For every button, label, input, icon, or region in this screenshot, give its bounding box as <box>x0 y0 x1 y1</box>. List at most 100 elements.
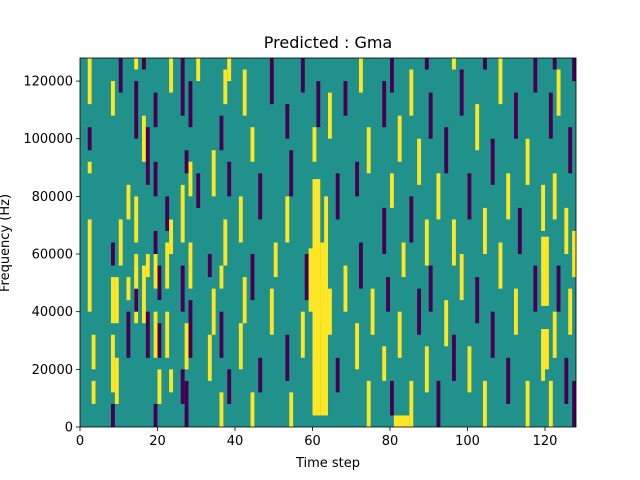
heatmap-cell <box>134 58 139 70</box>
heatmap-cell <box>285 196 290 243</box>
x-tick-label: 100 <box>455 434 480 449</box>
heatmap-cell <box>145 254 150 278</box>
heatmap-cell <box>165 242 170 289</box>
heatmap-cell <box>335 173 340 220</box>
heatmap-cell <box>572 58 577 82</box>
heatmap-cell <box>219 265 224 289</box>
heatmap-cell <box>180 265 185 312</box>
heatmap-cell <box>184 323 189 370</box>
heatmap-cell <box>483 380 487 428</box>
heatmap-cell <box>87 161 92 174</box>
heatmap-cell <box>525 138 530 185</box>
heatmap-cell <box>300 311 305 358</box>
heatmap-cell <box>498 242 503 289</box>
heatmap-cell <box>514 288 518 335</box>
y-axis: 0 20000 40000 60000 80000 100000 120000 <box>23 75 80 436</box>
heatmap-cell <box>227 369 232 404</box>
heatmap-cell <box>219 115 224 151</box>
heatmap-cell <box>91 380 96 404</box>
heatmap-cell <box>114 357 119 404</box>
heatmap-cell <box>169 369 174 393</box>
heatmap-cell <box>169 219 174 255</box>
heatmap-cell <box>211 150 216 197</box>
heatmap-cell <box>328 288 332 335</box>
heatmap-cell <box>188 161 193 197</box>
heatmap-cell <box>153 311 158 358</box>
heatmap-cell <box>452 58 456 70</box>
heatmap-cell <box>444 127 449 174</box>
heatmap-cell <box>87 58 92 70</box>
heatmap-cell <box>386 277 391 312</box>
heatmap-cell <box>409 380 414 428</box>
heatmap-cell <box>483 207 487 255</box>
heatmap-cell <box>211 288 216 335</box>
heatmap-cell <box>111 242 115 266</box>
heatmap-cell <box>428 92 433 139</box>
heatmap-cell <box>417 138 422 185</box>
chart-title: Predicted : Gma <box>264 33 392 52</box>
heatmap-cell <box>142 265 146 324</box>
x-tick-label: 80 <box>382 434 399 449</box>
heatmap-cell <box>401 242 406 278</box>
heatmap-cell <box>188 81 193 128</box>
heatmap-cell <box>556 265 561 312</box>
heatmap-cell <box>417 288 422 335</box>
heatmap-cell <box>238 196 243 243</box>
heatmap-cell <box>180 58 185 116</box>
heatmap-cell <box>359 242 363 289</box>
heatmap-cell <box>223 69 228 105</box>
heatmap-cell <box>134 288 139 312</box>
heatmap-cell <box>359 58 363 93</box>
heatmap-cell <box>467 346 472 393</box>
heatmap-cell <box>134 196 139 243</box>
heatmap-cell <box>184 380 189 428</box>
heatmap-cell <box>134 81 139 139</box>
heatmap-cell <box>153 230 158 255</box>
heatmap-cell <box>111 277 115 324</box>
heatmap-cell <box>180 184 185 243</box>
heatmap-cell <box>335 357 340 393</box>
heatmap-cell <box>424 58 429 70</box>
heatmap-cell <box>87 219 92 312</box>
heatmap-cell <box>328 92 332 139</box>
heatmap-cell <box>564 357 569 404</box>
heatmap-cell <box>196 173 201 208</box>
heatmap-cell <box>118 219 123 266</box>
heatmap-cell <box>397 311 402 358</box>
heatmap-cell <box>355 323 360 370</box>
heatmap-cell <box>207 334 212 381</box>
heatmap-cell <box>490 138 495 185</box>
y-tick-label: 60000 <box>32 248 73 263</box>
heatmap-cell <box>118 58 123 93</box>
heatmap-cell <box>390 173 394 208</box>
heatmap-cell <box>227 58 232 82</box>
heatmap-cell <box>390 380 394 416</box>
heatmap-cell <box>242 69 247 116</box>
heatmap-cell <box>111 403 115 427</box>
heatmap-cell <box>87 127 92 151</box>
y-axis-label: Frequency (Hz) <box>0 194 13 292</box>
heatmap-cell <box>180 369 185 404</box>
heatmap-cell <box>250 392 255 427</box>
heatmap-cell <box>568 288 573 335</box>
heatmap-cell <box>556 69 561 116</box>
x-tick-label: 120 <box>533 434 558 449</box>
heatmap-cell <box>533 58 538 93</box>
x-axis-label: Time step <box>295 456 360 471</box>
y-tick-label: 20000 <box>32 363 73 378</box>
heatmap-cell <box>242 277 247 324</box>
heatmap-cell <box>273 242 278 278</box>
heatmap-cell <box>269 288 274 335</box>
heatmap-cell <box>436 173 441 220</box>
heatmap-cell <box>169 58 174 93</box>
heatmap-cell <box>475 277 480 324</box>
heatmap-band <box>541 236 549 306</box>
heatmap-cell <box>467 173 472 220</box>
heatmap-cell <box>355 161 360 197</box>
heatmap-band <box>308 248 313 312</box>
heatmap-cell <box>142 115 146 162</box>
y-tick-label: 100000 <box>23 132 73 147</box>
y-tick-label: 120000 <box>23 75 73 90</box>
heatmap-cell <box>564 207 569 255</box>
